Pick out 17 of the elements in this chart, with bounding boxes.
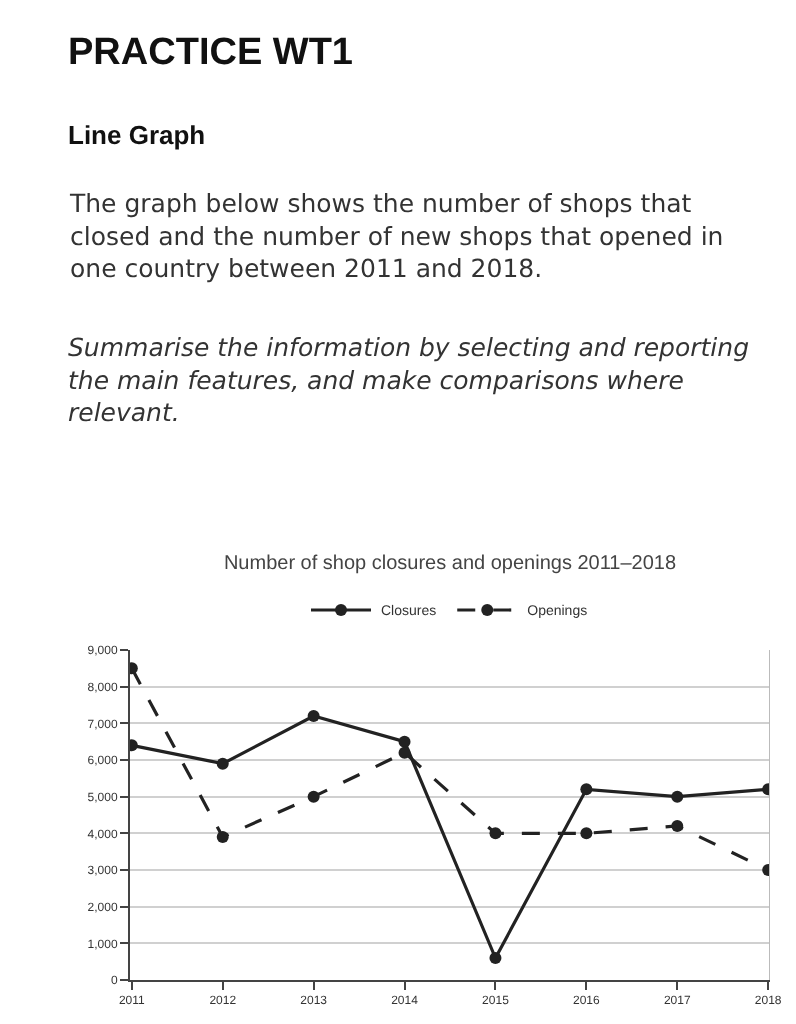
- text: PRACTICE WT1: [68, 32, 354, 74]
- point: [307, 710, 320, 722]
- point: [216, 831, 229, 843]
- point: [671, 790, 684, 803]
- point: [580, 783, 593, 796]
- text: Line Graph: [68, 120, 206, 150]
- point: [671, 820, 684, 832]
- point: [398, 746, 411, 759]
- point: [580, 827, 593, 840]
- point: [307, 790, 320, 803]
- point: [216, 757, 229, 770]
- point: [489, 952, 502, 964]
- text: Summarise the information by selecting and reporting the main features, and make comparisons where relevant.: [68, 332, 750, 427]
- point: [398, 735, 411, 748]
- text: The graph below shows the number of shops that closed and the number of new shops that opened in one country between 2011 and 2018.: [68, 188, 724, 283]
- chart-title: Number of shop closures and openings 2011–2018: [223, 553, 677, 575]
- point: [489, 827, 502, 840]
